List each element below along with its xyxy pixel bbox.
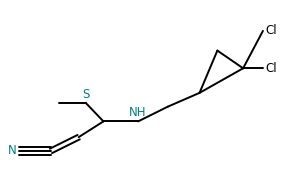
Text: Cl: Cl [265, 62, 277, 75]
Text: S: S [82, 88, 89, 101]
Text: NH: NH [129, 106, 147, 119]
Text: Cl: Cl [265, 24, 277, 37]
Text: N: N [7, 144, 16, 157]
